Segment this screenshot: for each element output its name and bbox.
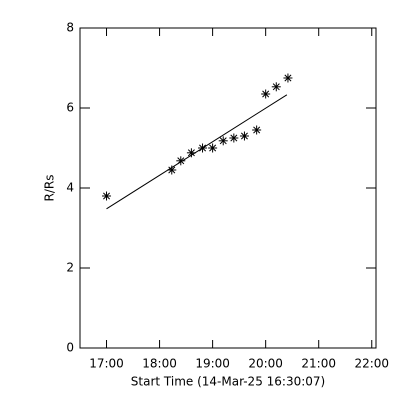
y-tick-label: 2 xyxy=(66,261,74,275)
point-stroke xyxy=(253,126,261,134)
x-tick-label: 17:00 xyxy=(89,357,124,371)
point xyxy=(208,143,218,153)
x-tick-label: 18:00 xyxy=(142,357,177,371)
point-stroke xyxy=(209,144,217,152)
x-tick-label: 22:00 xyxy=(354,357,389,371)
x-axis-label: Start Time (14-Mar-25 16:30:07) xyxy=(131,375,325,389)
point-stroke xyxy=(284,74,292,82)
point-stroke xyxy=(168,166,176,174)
point xyxy=(271,82,281,92)
point-stroke xyxy=(103,192,111,200)
y-tick-label: 6 xyxy=(66,101,74,115)
point-stroke xyxy=(272,83,280,91)
point xyxy=(218,136,228,146)
point-stroke xyxy=(230,134,238,142)
x-tick-label: 20:00 xyxy=(248,357,283,371)
point-stroke xyxy=(240,132,248,140)
point xyxy=(239,131,249,141)
point xyxy=(102,191,112,201)
point-stroke xyxy=(219,137,227,145)
y-tick-label: 0 xyxy=(66,341,74,355)
y-tick-label: 8 xyxy=(66,21,74,35)
point xyxy=(261,89,271,99)
point xyxy=(229,133,239,143)
y-axis-label: R/Rs xyxy=(43,175,57,202)
y-tick-label: 4 xyxy=(66,181,74,195)
fit-line xyxy=(106,94,288,210)
x-tick-label: 19:00 xyxy=(195,357,230,371)
x-tick-label: 21:00 xyxy=(301,357,336,371)
point xyxy=(283,73,293,83)
point-stroke xyxy=(262,90,270,98)
point xyxy=(252,125,262,135)
point-stroke xyxy=(187,149,195,157)
plot-frame xyxy=(79,27,377,349)
